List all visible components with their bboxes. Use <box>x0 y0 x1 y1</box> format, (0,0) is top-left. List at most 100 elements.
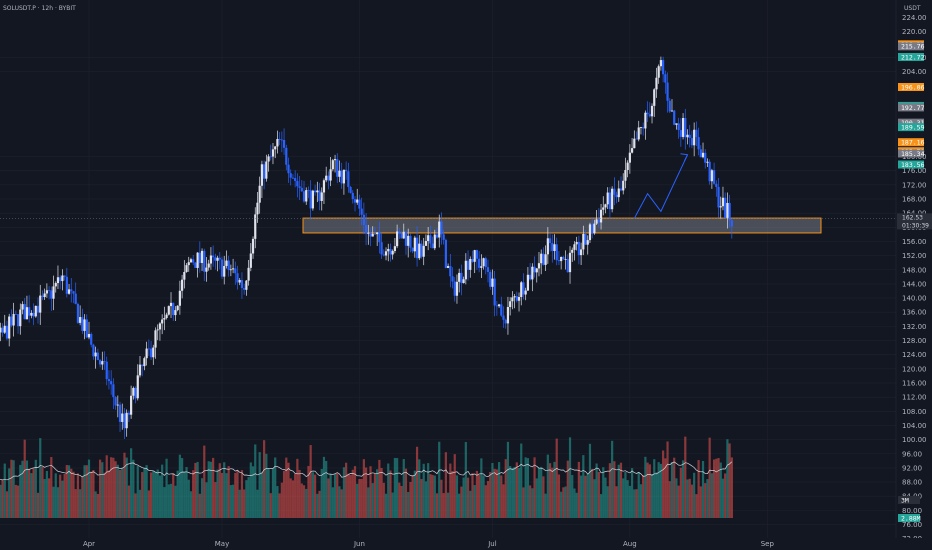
volume-bar <box>404 468 408 518</box>
volume-bar <box>435 493 439 518</box>
volume-bar <box>427 463 430 518</box>
volume-bar <box>708 437 711 518</box>
candle <box>185 262 188 273</box>
candle <box>103 351 106 370</box>
svg-text:215.76: 215.76 <box>901 43 925 51</box>
candle <box>181 274 184 299</box>
volume-bar <box>424 481 428 518</box>
volume-bar <box>681 460 685 518</box>
volume-bar <box>54 473 57 518</box>
volume-bar <box>265 453 268 518</box>
candle <box>336 153 339 184</box>
candle <box>526 266 529 291</box>
volume-bar <box>546 454 549 518</box>
volume-bar <box>593 479 596 518</box>
volume-bar <box>679 467 682 518</box>
candle <box>367 224 370 245</box>
candle <box>329 157 332 187</box>
volume-bar <box>174 485 177 518</box>
candle <box>719 196 722 220</box>
candle <box>642 122 645 136</box>
volume-bar <box>152 470 155 518</box>
candle <box>402 223 405 239</box>
svg-text:192.77: 192.77 <box>901 104 925 112</box>
candle <box>560 256 563 270</box>
volume-bar <box>568 437 572 518</box>
candle <box>96 348 99 361</box>
volume-bar <box>280 482 283 518</box>
volume-bar <box>220 472 224 518</box>
volume-bar <box>74 489 77 518</box>
candle <box>708 159 711 185</box>
candle <box>138 355 142 378</box>
volume-bar <box>298 469 301 518</box>
volume-bar <box>331 487 334 518</box>
volume-bar <box>10 459 13 518</box>
candle <box>537 251 541 277</box>
candle <box>19 303 22 335</box>
volume-bar <box>449 463 452 518</box>
volume-bar <box>458 493 461 518</box>
candle <box>387 243 390 262</box>
volume-bar <box>668 481 671 518</box>
y-tick-label: 76.00 <box>902 521 922 529</box>
candle <box>637 120 640 142</box>
volume-bar <box>575 492 578 518</box>
candle <box>562 255 565 260</box>
candle <box>118 401 122 432</box>
volume-bar <box>560 491 563 518</box>
candle <box>493 271 496 317</box>
x-tick-label: Jul <box>487 540 497 548</box>
candle <box>413 235 416 258</box>
candle <box>101 351 104 370</box>
volume-bar <box>613 461 616 518</box>
svg-text:212.72: 212.72 <box>901 53 925 61</box>
candle <box>327 171 330 190</box>
candle <box>114 396 117 410</box>
candle <box>209 247 213 270</box>
volume-bar <box>695 494 698 518</box>
x-tick-label: May <box>215 540 229 548</box>
candle <box>358 194 361 216</box>
volume-bar <box>276 486 279 518</box>
candle <box>136 364 139 401</box>
countdown-value: 01:30:39 <box>902 222 929 229</box>
volume-bar <box>597 471 600 518</box>
y-tick-label: 116.00 <box>902 379 927 387</box>
volume-bar <box>138 489 142 518</box>
volume-bar <box>205 482 208 518</box>
svg-text:190.31: 190.31 <box>901 119 925 127</box>
candle <box>466 250 470 281</box>
candle <box>568 246 572 284</box>
volume-bar <box>562 487 565 518</box>
volume-bar <box>0 484 2 518</box>
candle <box>223 255 226 285</box>
volume-bar <box>608 463 612 518</box>
candle <box>14 310 17 315</box>
candle <box>107 370 111 390</box>
volume-bar <box>433 475 436 518</box>
volume-bar <box>267 468 270 518</box>
candle <box>380 232 383 259</box>
volume-bar <box>240 470 244 518</box>
candle <box>710 168 713 189</box>
volume-bar <box>418 459 421 518</box>
candle <box>0 322 2 342</box>
candle <box>16 314 20 334</box>
candle <box>205 256 208 282</box>
candle <box>340 162 343 189</box>
candle <box>646 101 649 123</box>
volume-bar <box>282 470 286 518</box>
volume-bar <box>724 473 727 518</box>
price-tag: 183.56 <box>898 160 925 169</box>
candle <box>183 260 186 289</box>
volume-bar <box>431 474 434 518</box>
candle <box>415 226 419 267</box>
volume-bar <box>688 478 691 518</box>
y-tick-label: 140.00 <box>902 295 927 303</box>
candle <box>48 286 51 300</box>
volume-bar <box>300 483 303 518</box>
volume-bar <box>489 471 492 518</box>
volume-bar <box>289 478 292 518</box>
